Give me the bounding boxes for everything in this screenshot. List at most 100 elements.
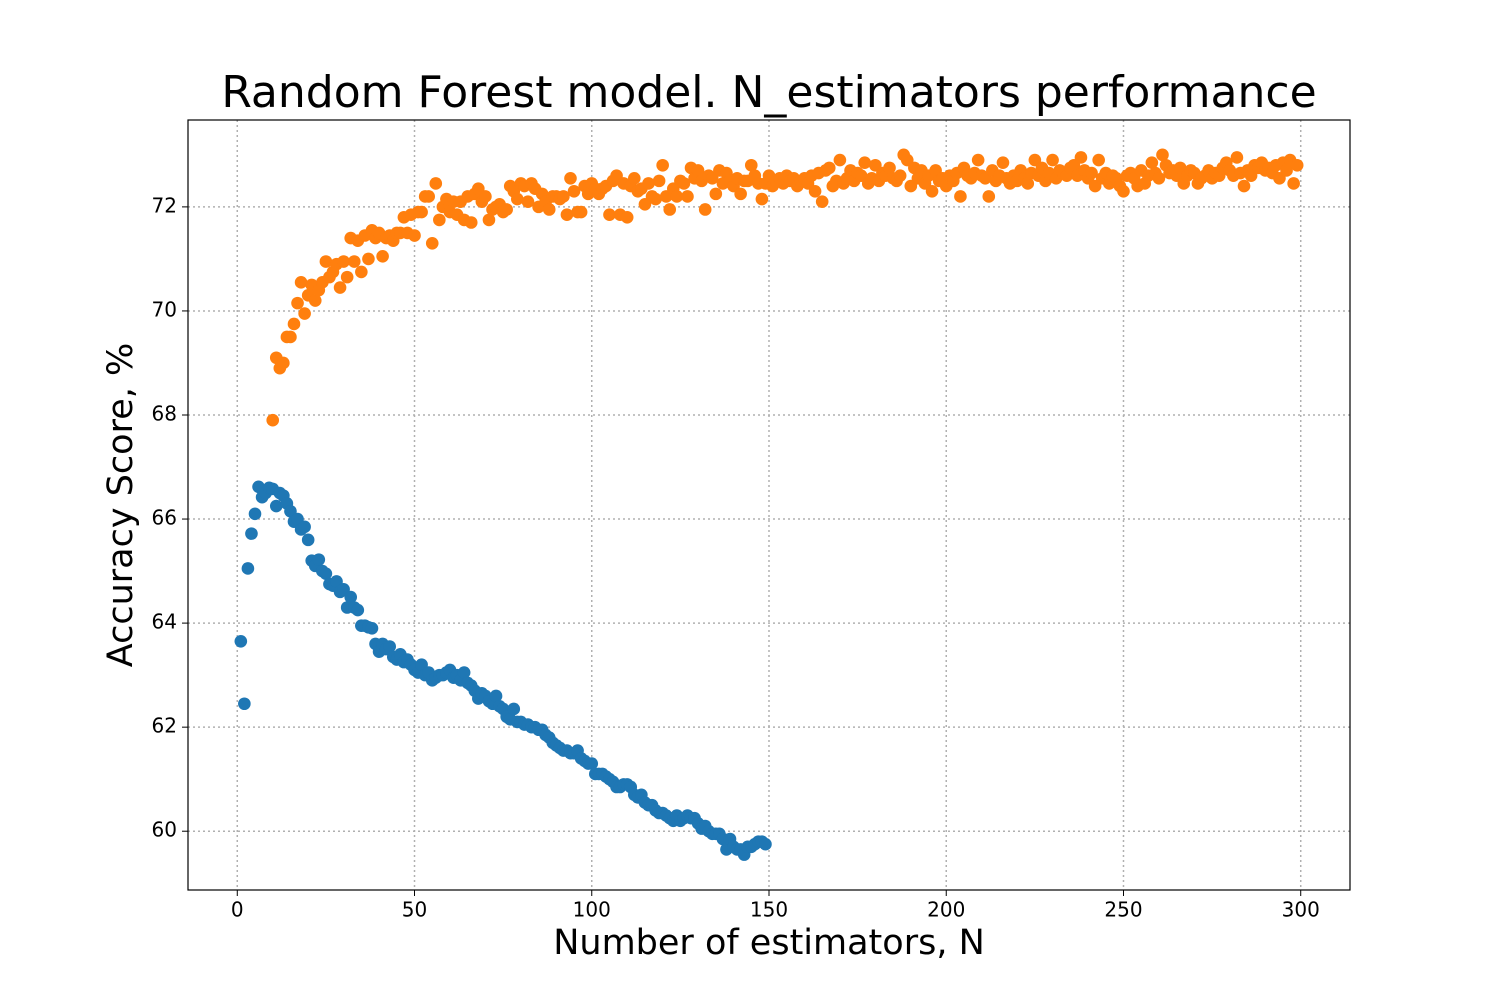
x-tick-label: 200	[927, 898, 965, 922]
x-tick-label: 300	[1282, 898, 1320, 922]
data-point	[479, 190, 492, 203]
y-tick-label: 62	[152, 714, 177, 738]
data-point	[652, 174, 666, 188]
data-point	[376, 250, 389, 263]
y-tick-label: 70	[152, 297, 177, 321]
data-point	[351, 603, 365, 617]
data-point	[1280, 164, 1293, 177]
data-point	[425, 237, 439, 250]
data-point	[355, 265, 368, 279]
data-point	[808, 184, 822, 198]
data-point	[925, 184, 939, 198]
x-tick-label: 100	[573, 898, 611, 922]
data-point	[996, 156, 1010, 169]
data-point	[603, 208, 616, 221]
x-tick-label: 250	[1104, 898, 1142, 922]
data-point	[344, 590, 358, 604]
data-point	[507, 702, 521, 716]
data-point	[489, 689, 503, 703]
data-point	[698, 203, 712, 216]
data-point	[681, 190, 694, 203]
data-point	[433, 213, 446, 227]
data-point	[1237, 179, 1251, 193]
data-point	[620, 210, 634, 224]
data-point	[574, 205, 588, 219]
data-point	[291, 296, 304, 310]
data-point	[815, 195, 829, 208]
data-point	[971, 153, 985, 167]
data-point	[567, 184, 581, 198]
data-point	[415, 205, 428, 219]
data-point	[1152, 171, 1166, 185]
data-point	[312, 553, 326, 566]
data-point	[248, 507, 262, 521]
data-point	[734, 187, 747, 201]
data-point	[1021, 177, 1035, 190]
data-point	[337, 255, 350, 268]
data-point	[277, 356, 290, 370]
data-point	[691, 164, 705, 177]
data-point	[287, 317, 301, 331]
data-point	[294, 276, 308, 289]
data-point	[365, 622, 379, 635]
data-point	[744, 158, 758, 172]
data-point	[383, 640, 397, 653]
data-point	[301, 533, 315, 547]
data-point	[642, 177, 655, 190]
data-point	[755, 192, 769, 206]
data-point	[1145, 156, 1159, 169]
data-point	[266, 413, 280, 427]
grid	[188, 120, 1350, 890]
data-point	[511, 192, 524, 206]
data-point	[822, 161, 836, 175]
data-point	[709, 187, 723, 201]
data-point	[1085, 166, 1098, 180]
data-point	[542, 203, 556, 216]
data-point	[1046, 153, 1059, 167]
data-point	[982, 190, 996, 203]
data-point	[1117, 184, 1130, 198]
data-point	[1074, 151, 1088, 164]
data-point	[482, 213, 496, 227]
y-axis-label: Accuracy Score, %	[101, 343, 141, 667]
data-point	[557, 190, 570, 203]
x-tick-label: 150	[750, 898, 788, 922]
data-point	[245, 527, 258, 540]
data-point	[893, 169, 907, 182]
data-point	[284, 330, 297, 344]
y-tick-label: 60	[152, 818, 177, 842]
y-tick-label: 64	[152, 610, 177, 634]
data-point	[319, 567, 333, 580]
data-point	[627, 171, 641, 185]
data-point	[954, 190, 967, 203]
data-point	[759, 837, 772, 851]
data-point	[1230, 151, 1244, 164]
data-point	[362, 252, 375, 266]
y-tick-label: 66	[152, 506, 177, 530]
x-tick-label: 0	[231, 898, 244, 922]
data-point	[585, 757, 599, 770]
data-point	[670, 190, 684, 203]
data-point	[269, 499, 283, 513]
points	[234, 148, 1304, 861]
data-point	[234, 635, 248, 648]
data-point	[656, 158, 669, 172]
data-point	[422, 190, 435, 203]
data-point	[238, 697, 251, 711]
data-point	[340, 270, 354, 284]
y-tick-label: 72	[152, 193, 177, 217]
data-point	[408, 229, 421, 242]
data-point	[663, 203, 677, 216]
data-point	[883, 161, 896, 175]
data-point	[298, 307, 311, 320]
data-point	[833, 153, 847, 167]
data-point	[347, 255, 361, 268]
x-tick-label: 50	[402, 898, 427, 922]
data-point	[429, 177, 443, 190]
data-point	[1290, 158, 1304, 172]
y-tick-label: 68	[152, 401, 177, 425]
data-point	[649, 192, 662, 206]
data-point	[500, 203, 513, 216]
